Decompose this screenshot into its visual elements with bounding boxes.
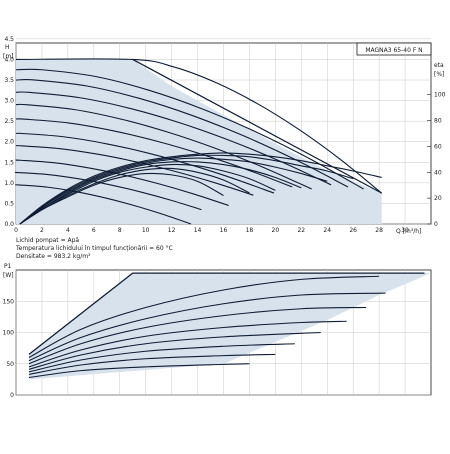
head-axis-unit: [m] [3,53,14,60]
x-tick-label: 24 [323,227,331,234]
x-tick-label: 6 [92,227,96,234]
x-tick-label: 4 [66,227,70,234]
power-curve [28,363,250,379]
head-curve [14,184,192,225]
power-tick-label: 100 [3,330,15,337]
y-tick-label: 0.5 [4,200,14,207]
efficiency-curve [19,172,224,225]
power-axis-symbol: P1 [4,263,12,270]
head-curve [15,103,312,190]
x-tick-label: 26 [349,227,357,234]
power-curve [28,331,321,370]
y-tick-label: 3.5 [4,77,14,84]
head-curve [15,58,383,194]
head-tick-labels: 0 2 4 6 8 10 12 14 16 18 20 22 24 26 28 300.00.51.01.52… [4,36,445,234]
eta-tick-label: 40 [434,169,442,176]
head-curve [15,132,275,194]
power-axis-unit: [W] [3,272,14,279]
model-label-box [356,42,432,56]
x-tick-label: 16 [220,227,228,234]
efficiency-curves [19,152,382,225]
y-tick-label: 4.5 [4,36,14,43]
y-tick-label: 0.0 [4,221,14,228]
head-envelope-edge [132,58,383,194]
x-tick-label: 22 [297,227,305,234]
efficiency-curve [19,154,354,225]
flow-axis-unit: Q [m³/h] [396,228,421,235]
eta-tick-label: 0 [434,221,438,228]
head-curve [15,68,364,190]
head-axis-symbol: H [5,44,10,51]
y-tick-label: 4.0 [4,56,14,63]
head-curve [14,171,202,211]
power-tick-label: 0 [10,392,14,399]
x-tick-label: 28 [375,227,383,234]
x-tick-label: 20 [272,227,280,234]
head-curve [15,79,349,188]
note-density: Densitate = 983.2 kg/m³ [16,253,91,260]
power-tick-label: 50 [6,361,14,368]
x-tick-label: 10 [142,227,150,234]
x-tick-label: 0 [14,227,18,234]
x-tick-label: 18 [246,227,254,234]
x-tick-label: 12 [168,227,176,234]
x-tick-label: 30 [401,227,409,234]
head-curve [15,145,254,196]
power-curve [28,275,380,358]
y-tick-label: 1.5 [4,159,14,166]
note-temperature: Temperatura lichidului în timpul funcțio… [15,245,173,252]
note-fluid: Lichid pompat = Apă [16,237,79,244]
model-label: MAGNA3 65-40 F N [365,47,422,54]
power-curves [28,272,425,379]
power-curve [28,292,386,362]
y-tick-label: 2.0 [4,139,14,146]
efficiency-curve [19,161,302,225]
efficiency-curve [19,167,250,225]
power-curve [28,272,425,355]
power-curve [28,320,347,368]
efficiency-curve [19,152,382,225]
head-curve [15,91,332,186]
power-tick-labels: 0 50 100 150 [3,298,15,399]
head-curves [14,58,383,225]
efficiency-curve [19,157,328,225]
y-tick-label: 3.0 [4,98,14,105]
eta-axis-symbol: eta [434,62,444,69]
eta-tick-label: 100 [434,92,446,99]
y-tick-label: 1.0 [4,180,14,187]
eta-tick-label: 80 [434,118,442,125]
efficiency-curve [19,163,276,225]
power-curve [28,306,367,365]
power-curve [28,343,295,373]
x-tick-label: 2 [40,227,44,234]
eta-tick-label: 20 [434,195,442,202]
eta-axis-unit: [%] [434,71,444,78]
x-tick-label: 14 [194,227,202,234]
power-curve [28,353,276,375]
eta-tick-label: 60 [434,143,442,150]
y-tick-label: 2.5 [4,118,14,125]
power-tick-label: 150 [3,298,15,305]
x-tick-label: 8 [118,227,122,234]
